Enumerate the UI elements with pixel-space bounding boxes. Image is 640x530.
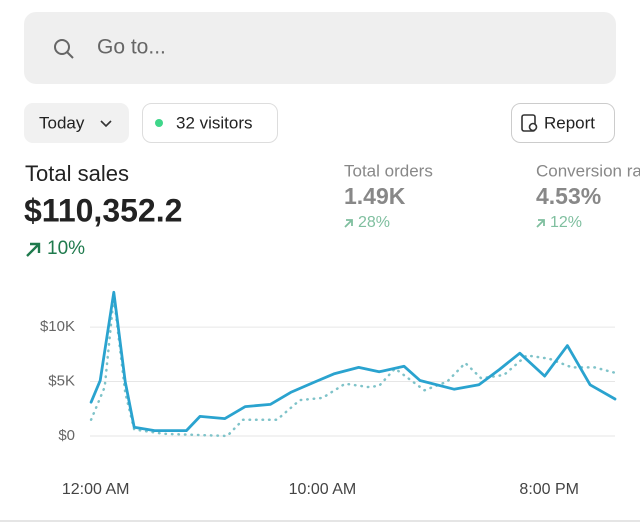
- report-label: Report: [544, 113, 595, 132]
- search-placeholder: Go to...: [97, 36, 166, 59]
- metric-change: 28%: [358, 214, 390, 231]
- trend-arrow: [344, 219, 353, 228]
- y-tick-label: $10K: [40, 318, 75, 335]
- metric-value: $110,352.2: [24, 192, 182, 228]
- visitors-label: 32 visitors: [176, 113, 253, 132]
- metric-change: 12%: [550, 214, 582, 231]
- metric-value: 4.53%: [536, 183, 601, 209]
- y-tick-label: $0: [58, 427, 75, 444]
- series-line: [89, 295, 617, 438]
- metric-label: Total sales: [25, 161, 129, 186]
- visitors-button[interactable]: [142, 103, 278, 143]
- metric-label: Conversion rate: [536, 161, 640, 180]
- period-label: Today: [39, 113, 85, 132]
- period-button[interactable]: [24, 103, 129, 143]
- x-tick-label: 10:00 AM: [289, 481, 357, 498]
- search-icon: [54, 39, 70, 55]
- x-tick-label: 8:00 PM: [519, 481, 579, 498]
- report-icon: [528, 122, 538, 132]
- trend-arrow: [536, 219, 545, 228]
- search-icon: [66, 51, 74, 59]
- metric-label: Total orders: [344, 161, 433, 180]
- chevron: [100, 120, 112, 128]
- trend-arrow: [26, 242, 41, 257]
- metric-change: 10%: [47, 238, 85, 259]
- y-tick-label: $5K: [48, 373, 75, 390]
- report-button[interactable]: [511, 103, 615, 143]
- report-icon: [521, 114, 536, 132]
- series-line: [89, 290, 617, 432]
- metric-value: 1.49K: [344, 183, 406, 209]
- x-tick-label: 12:00 AM: [62, 481, 130, 498]
- search-box[interactable]: [24, 12, 616, 84]
- live-dot: [155, 119, 163, 127]
